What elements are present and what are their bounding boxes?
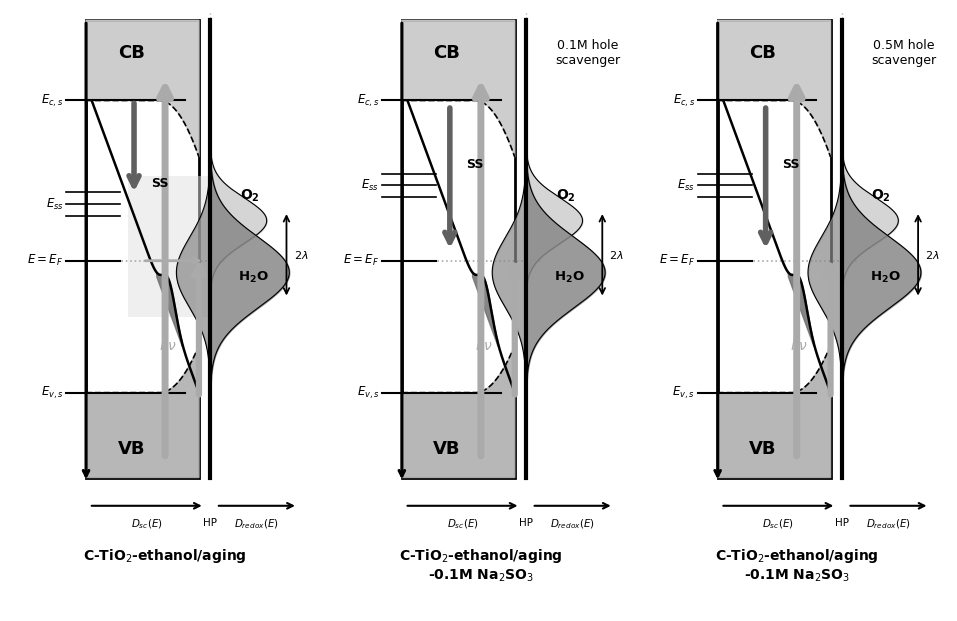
Text: CB: CB — [118, 44, 145, 62]
Text: CB: CB — [749, 44, 776, 62]
Text: 0.1M hole
scavenger: 0.1M hole scavenger — [556, 39, 621, 67]
Text: HP: HP — [519, 517, 533, 528]
Polygon shape — [718, 345, 831, 478]
Text: VB: VB — [434, 440, 460, 458]
Polygon shape — [402, 20, 515, 157]
Text: $E_{ss}$: $E_{ss}$ — [46, 197, 63, 212]
Text: $E=E_F$: $E=E_F$ — [344, 253, 379, 268]
Text: $E_{v,s}$: $E_{v,s}$ — [41, 384, 63, 401]
Text: VB: VB — [749, 440, 776, 458]
Bar — [402, 20, 515, 478]
Text: VB: VB — [118, 440, 145, 458]
Text: $\mathbf{H_2O}$: $\mathbf{H_2O}$ — [870, 270, 901, 285]
Text: $E_{c,s}$: $E_{c,s}$ — [673, 93, 695, 109]
Polygon shape — [86, 345, 199, 478]
Text: $\mathbf{O_2}$: $\mathbf{O_2}$ — [556, 188, 575, 204]
Text: $D_{sc}(E)$: $D_{sc}(E)$ — [131, 517, 163, 531]
Text: C-TiO$_2$-ethanol/aging: C-TiO$_2$-ethanol/aging — [83, 547, 247, 565]
Text: SS: SS — [466, 158, 484, 171]
Text: SS: SS — [782, 158, 800, 171]
Polygon shape — [86, 20, 199, 157]
Text: HP: HP — [835, 517, 849, 528]
Text: $E=E_F$: $E=E_F$ — [659, 253, 695, 268]
Text: $D_{sc}(E)$: $D_{sc}(E)$ — [447, 517, 478, 531]
Text: h$\nu$: h$\nu$ — [790, 338, 809, 353]
Text: C-TiO$_2$-ethanol/aging
-0.1M Na$_2$SO$_3$: C-TiO$_2$-ethanol/aging -0.1M Na$_2$SO$_… — [399, 547, 563, 584]
Text: $E_{ss}$: $E_{ss}$ — [678, 178, 695, 193]
Text: $D_{redox}(E)$: $D_{redox}(E)$ — [234, 517, 279, 531]
Text: $\mathbf{H_2O}$: $\mathbf{H_2O}$ — [238, 270, 269, 285]
Text: $E_{v,s}$: $E_{v,s}$ — [673, 384, 695, 401]
Polygon shape — [402, 345, 515, 478]
Bar — [86, 20, 199, 478]
Bar — [718, 20, 831, 478]
Text: HP: HP — [203, 517, 217, 528]
Text: C-TiO$_2$-ethanol/aging
-0.1M Na$_2$SO$_3$: C-TiO$_2$-ethanol/aging -0.1M Na$_2$SO$_… — [715, 547, 879, 584]
Text: h$\nu$: h$\nu$ — [475, 338, 493, 353]
Text: $D_{redox}(E)$: $D_{redox}(E)$ — [550, 517, 595, 531]
Text: $2\lambda$: $2\lambda$ — [925, 249, 940, 261]
Text: $\mathbf{O_2}$: $\mathbf{O_2}$ — [240, 188, 259, 204]
Polygon shape — [718, 20, 831, 157]
Text: SS: SS — [150, 177, 168, 190]
Text: h$\nu$: h$\nu$ — [159, 338, 177, 353]
Bar — [128, 176, 213, 317]
Text: $E_{v,s}$: $E_{v,s}$ — [357, 384, 379, 401]
Text: $E_{c,s}$: $E_{c,s}$ — [357, 93, 379, 109]
Text: $E=E_F$: $E=E_F$ — [28, 253, 63, 268]
Text: $D_{sc}(E)$: $D_{sc}(E)$ — [763, 517, 794, 531]
Text: $\mathbf{O_2}$: $\mathbf{O_2}$ — [872, 188, 891, 204]
Text: $\mathbf{H_2O}$: $\mathbf{H_2O}$ — [554, 270, 585, 285]
Text: $E_{c,s}$: $E_{c,s}$ — [41, 93, 63, 109]
Text: $D_{redox}(E)$: $D_{redox}(E)$ — [866, 517, 911, 531]
Text: $2\lambda$: $2\lambda$ — [610, 249, 624, 261]
Text: $2\lambda$: $2\lambda$ — [294, 249, 308, 261]
Text: 0.5M hole
scavenger: 0.5M hole scavenger — [872, 39, 937, 67]
Text: $E_{ss}$: $E_{ss}$ — [362, 178, 379, 193]
Text: CB: CB — [434, 44, 460, 62]
